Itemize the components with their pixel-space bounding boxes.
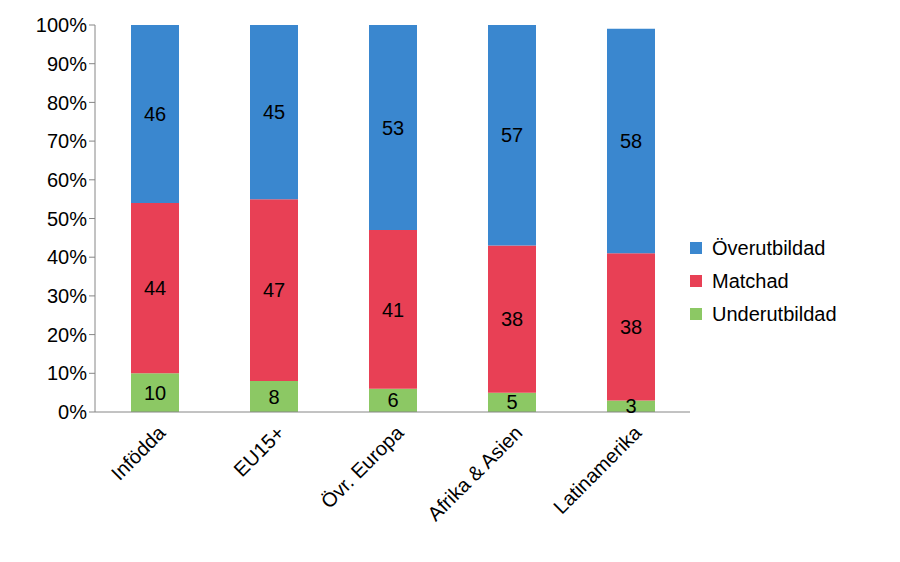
svg-text:30%: 30% [47, 285, 87, 307]
html-text:Underutbildad: Underutbildad [712, 302, 837, 325]
svg-text:45: 45 [263, 101, 285, 123]
svg-text:0%: 0% [58, 401, 87, 423]
svg-text:41: 41 [382, 299, 404, 321]
svg-text:58: 58 [620, 130, 642, 152]
svg-text:6: 6 [387, 389, 398, 411]
svg-text:80%: 80% [47, 92, 87, 114]
svg-text:8: 8 [268, 386, 279, 408]
svg-text:70%: 70% [47, 130, 87, 152]
svg-text:10: 10 [144, 382, 166, 404]
svg-text:53: 53 [382, 117, 404, 139]
svg-text:50%: 50% [47, 208, 87, 230]
svg-text:60%: 60% [47, 169, 87, 191]
svg-text:3: 3 [625, 395, 636, 417]
svg-text:40%: 40% [47, 246, 87, 268]
svg-text:57: 57 [501, 124, 523, 146]
svg-text:5: 5 [506, 391, 517, 413]
svg-text:10%: 10% [47, 362, 87, 384]
html-text:Matchad: Matchad [712, 269, 789, 292]
svg-text:Övr. Europa: Övr. Europa [317, 421, 409, 513]
svg-text:20%: 20% [47, 324, 87, 346]
svg-text:46: 46 [144, 103, 166, 125]
html-text:Överutbildad: Överutbildad [712, 236, 826, 259]
svg-text:38: 38 [501, 308, 523, 330]
svg-text:47: 47 [263, 279, 285, 301]
svg-text:100%: 100% [36, 14, 87, 36]
svg-text:Infödda: Infödda [107, 421, 170, 484]
svg-text:EU15+: EU15+ [229, 422, 288, 481]
svg-text:38: 38 [620, 316, 642, 338]
svg-text:90%: 90% [47, 53, 87, 75]
svg-text:Latinamerika: Latinamerika [549, 421, 646, 518]
svg-text:44: 44 [144, 277, 166, 299]
svg-text:Afrika & Asien: Afrika & Asien [423, 422, 527, 526]
